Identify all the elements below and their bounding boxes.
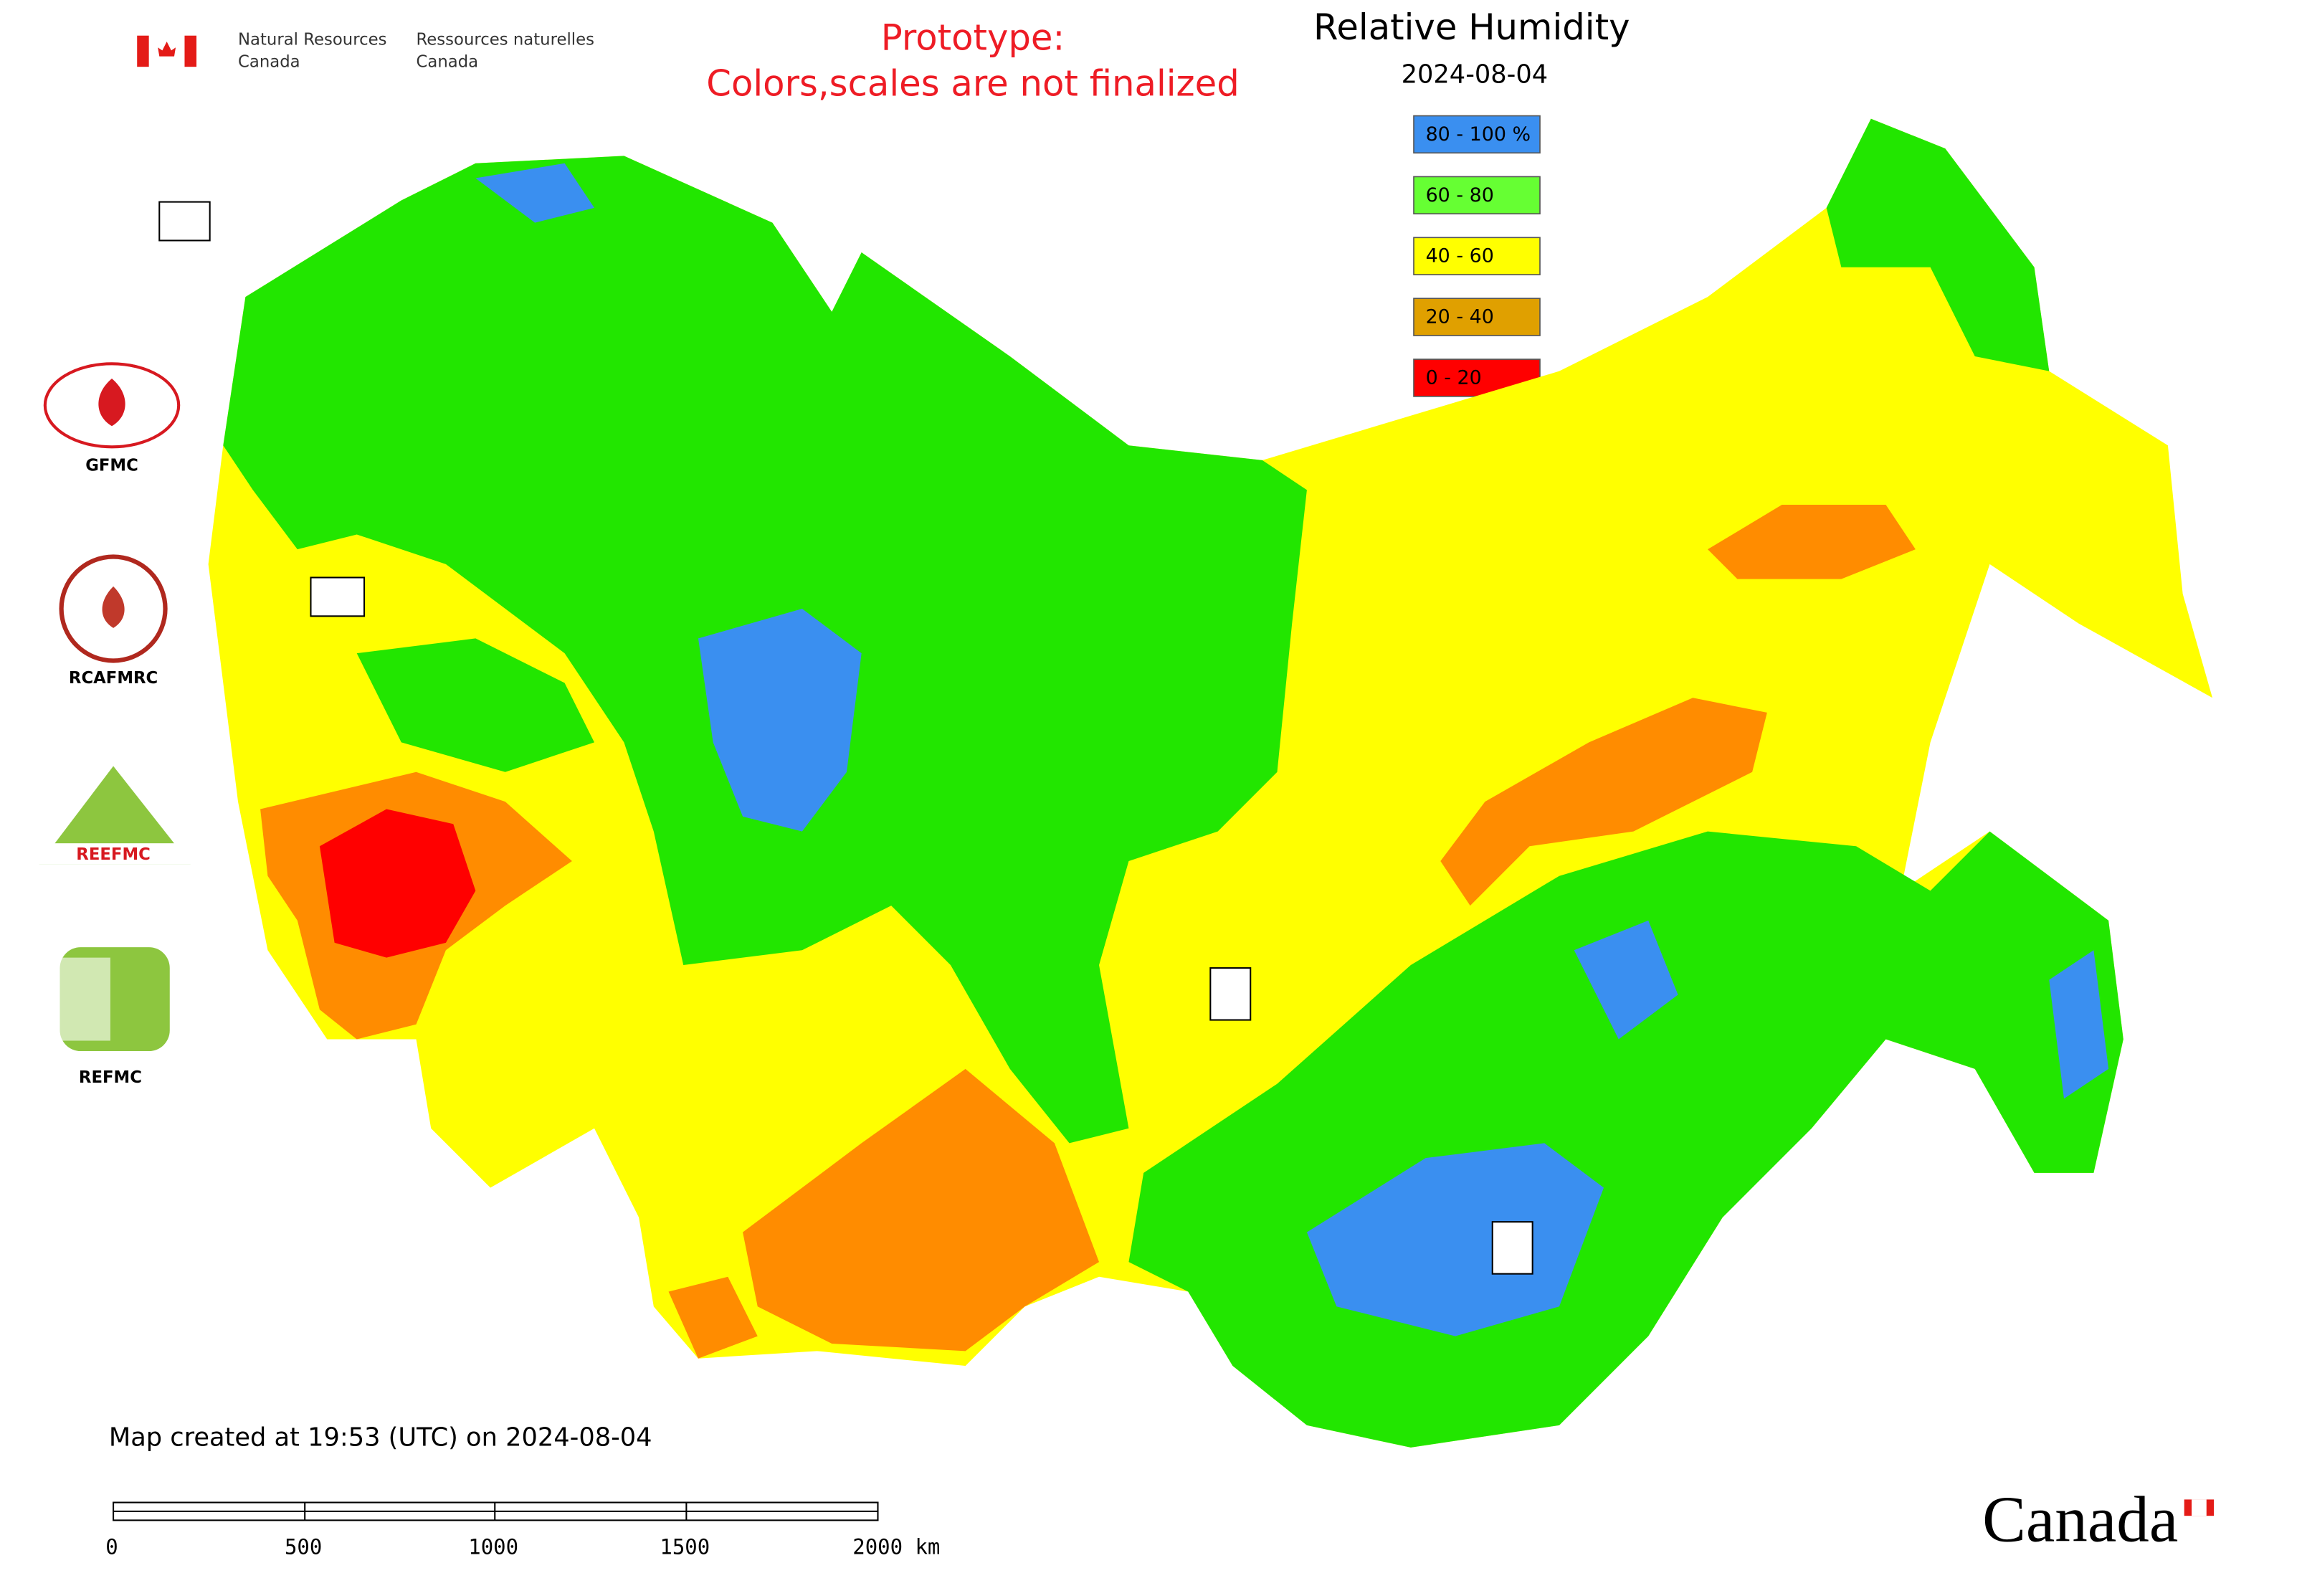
footer-note: Map created at 19:53 (UTC) on 2024-08-04 <box>109 1423 652 1453</box>
agency-fr: Canada <box>417 52 479 71</box>
humid-zone <box>1306 1143 1604 1336</box>
humid-zone <box>1826 118 2050 371</box>
legend-swatch <box>1413 237 1541 275</box>
legend-swatch <box>1413 298 1541 336</box>
humid-zone <box>356 638 594 772</box>
scale-label: 500 <box>285 1535 322 1559</box>
map-date: 2024-08-04 <box>1402 60 1549 90</box>
agency-fr: Ressources naturelles <box>417 30 594 49</box>
scale-label: 2000 km <box>852 1535 940 1559</box>
legend-swatch <box>1413 176 1541 215</box>
legend-label: 20 - 40 <box>1426 306 1494 328</box>
agency-signature: Natural Resources Canada Ressources natu… <box>137 30 594 71</box>
humid-zone <box>698 608 862 832</box>
map <box>208 118 2213 1448</box>
partner-label: RCAFMRC <box>69 669 158 688</box>
legend: 80 - 100 % 60 - 80 40 - 60 20 - 40 0 - 20 <box>1413 115 1541 397</box>
notice: Colors,scales are not finalized <box>706 63 1239 105</box>
very-dry-zone <box>319 809 476 958</box>
humid-zone <box>475 163 594 223</box>
agency-en: Natural Resources <box>238 30 386 49</box>
scale-label: 1500 <box>660 1535 710 1559</box>
legend-swatch <box>1413 115 1541 154</box>
scale-label: 0 <box>105 1535 118 1559</box>
partner-logos: GFMC RCAFMRC REEFMC REFMC <box>39 201 1533 1275</box>
map-title: Relative Humidity <box>1313 6 1630 48</box>
wordmark: Canada <box>1982 1483 2178 1556</box>
legend-label: 40 - 60 <box>1426 245 1494 267</box>
notice: Prototype: <box>881 16 1065 58</box>
partner-label: REFMC <box>79 1068 142 1087</box>
dry-zone <box>1708 505 1916 579</box>
scale-label: 1000 <box>468 1535 518 1559</box>
dry-zone <box>668 1276 758 1359</box>
dry-zone <box>1440 698 1767 906</box>
dry-zone <box>743 1068 1100 1352</box>
wordmark-flag <box>2192 1499 2207 1516</box>
legend-label: 80 - 100 % <box>1426 123 1531 146</box>
agency-en: Canada <box>238 52 300 71</box>
legend-label: 0 - 20 <box>1426 367 1482 389</box>
partner-label: GFMC <box>85 457 138 475</box>
humid-zone <box>2049 950 2109 1099</box>
humid-zone <box>1574 920 1678 1040</box>
scale-bar: 0 500 1000 1500 2000 km <box>105 1501 940 1559</box>
legend-label: 60 - 80 <box>1426 184 1494 206</box>
partner-label: REEFMC <box>76 845 151 864</box>
